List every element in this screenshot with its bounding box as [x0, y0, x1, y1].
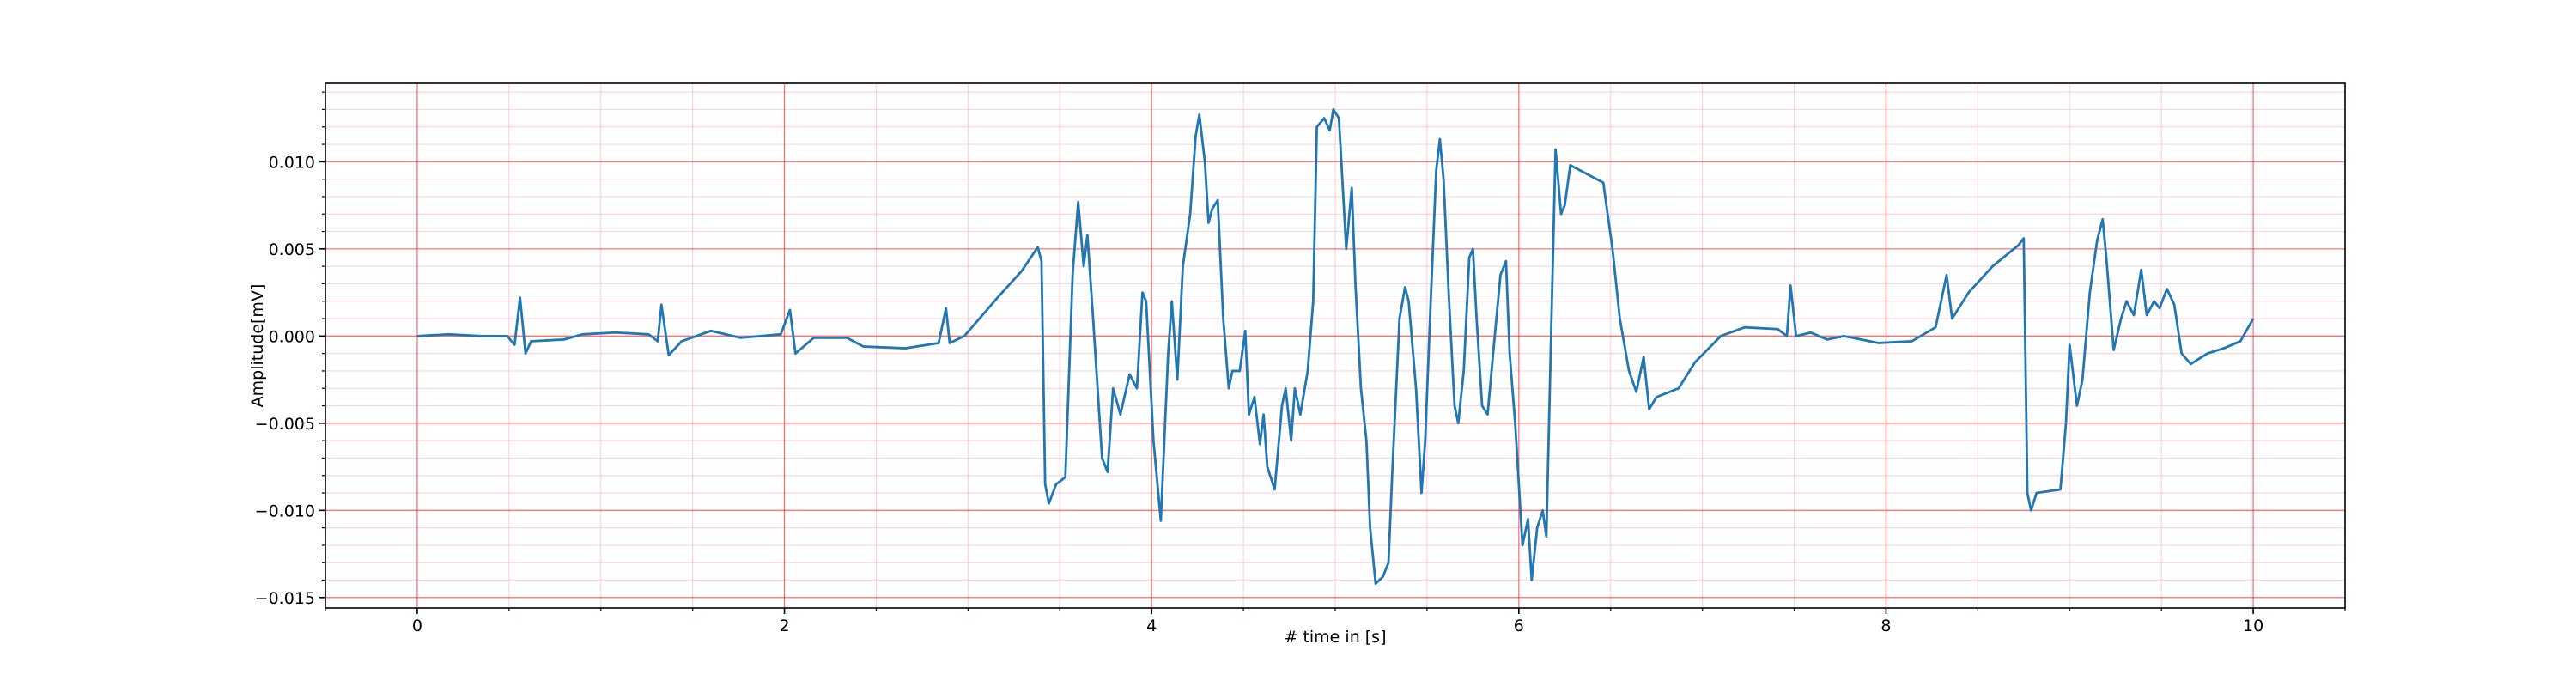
y-tick-label: 0.010: [269, 153, 315, 172]
y-tick-label: 0.000: [269, 327, 315, 346]
y-tick-label: 0.005: [269, 240, 315, 259]
y-tick-label: −0.005: [255, 415, 315, 434]
y-tick-label: −0.015: [255, 589, 315, 608]
x-axis-label: # time in [s]: [1284, 628, 1386, 647]
x-tick-label: 0: [412, 617, 422, 635]
x-tick-label: 4: [1146, 617, 1157, 635]
x-tick-label: 10: [2243, 617, 2263, 635]
axes-layer: 0 2 4 6 8 10 −0.015 −0.010 −0.005 0.000 0.005 0.010: [255, 82, 2346, 635]
signal-line: [416, 108, 2255, 585]
grid-layer: [325, 83, 2346, 608]
y-tick-label: −0.010: [255, 502, 315, 520]
x-tick-label: 2: [779, 617, 789, 635]
y-axis-label: Amplitude[mV]: [248, 284, 267, 408]
plot-frame: [325, 82, 2346, 609]
x-tick-label: 8: [1880, 617, 1891, 635]
x-tick-label: 6: [1514, 617, 1524, 635]
plot-layer: [416, 108, 2255, 585]
